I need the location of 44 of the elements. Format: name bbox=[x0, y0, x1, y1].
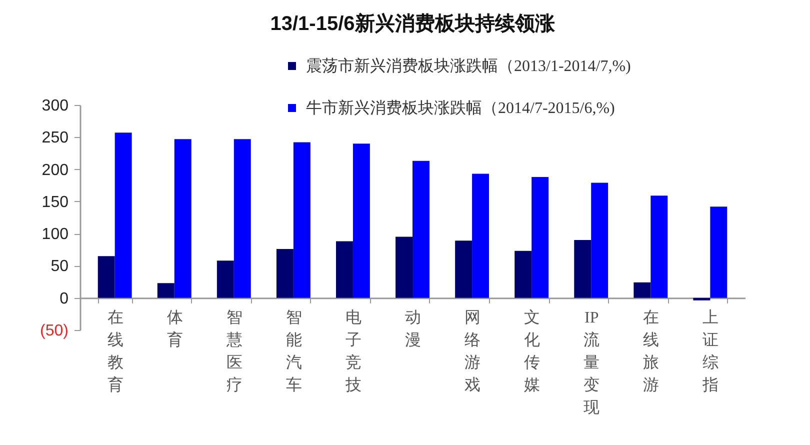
bar bbox=[352, 144, 370, 298]
bar bbox=[114, 132, 132, 298]
x-tick-label: 在线旅游 bbox=[643, 309, 660, 394]
bar bbox=[574, 240, 592, 298]
x-tick-label: 电子竞技 bbox=[344, 308, 362, 394]
chart-title: 13/1-15/6新兴消费板块持续领涨 bbox=[270, 12, 556, 35]
bar bbox=[514, 250, 532, 298]
bar bbox=[634, 282, 651, 298]
x-tick-label: 智能汽车 bbox=[286, 309, 302, 394]
x-tick-label: 体育 bbox=[166, 309, 183, 349]
bar bbox=[412, 160, 430, 298]
bar bbox=[472, 174, 489, 298]
x-tick-label: 动漫 bbox=[405, 309, 421, 349]
y-tick-label: 50 bbox=[50, 258, 69, 276]
x-tick-label: 网络游戏 bbox=[464, 309, 481, 394]
bar bbox=[276, 249, 294, 298]
bar bbox=[293, 142, 310, 298]
y-tick-label: 200 bbox=[42, 162, 69, 179]
x-tick-label: 智慧医疗 bbox=[225, 309, 242, 394]
bar bbox=[174, 139, 192, 298]
bar bbox=[234, 139, 251, 298]
bar bbox=[396, 236, 412, 298]
bar bbox=[532, 177, 549, 298]
y-tick-label: (50) bbox=[40, 322, 68, 340]
y-tick-label: 150 bbox=[42, 194, 69, 211]
bar bbox=[650, 196, 668, 298]
bar bbox=[455, 240, 472, 298]
bar bbox=[693, 298, 710, 300]
bar bbox=[216, 260, 234, 298]
y-tick-label: 0 bbox=[60, 290, 69, 308]
x-tick-label: 文化传媒 bbox=[524, 308, 540, 394]
bar bbox=[98, 256, 115, 298]
x-tick-label: 上证综指 bbox=[702, 308, 719, 394]
legend-label: 牛市新兴消费板块涨跌幅（2014/7-2015/6,%) bbox=[306, 99, 615, 117]
bar bbox=[336, 241, 353, 298]
y-tick-label: 100 bbox=[42, 226, 69, 244]
y-tick-label: 250 bbox=[42, 130, 69, 147]
bar bbox=[591, 182, 608, 298]
legend-label: 震荡市新兴消费板块涨跌幅（2013/1-2014/7,%) bbox=[306, 57, 631, 75]
bar bbox=[710, 206, 728, 298]
x-tick-label: IP流量变现 bbox=[584, 309, 600, 416]
bar bbox=[157, 283, 174, 298]
x-tick-label: 在线教育 bbox=[107, 309, 124, 394]
y-tick-label: 300 bbox=[42, 98, 69, 114]
